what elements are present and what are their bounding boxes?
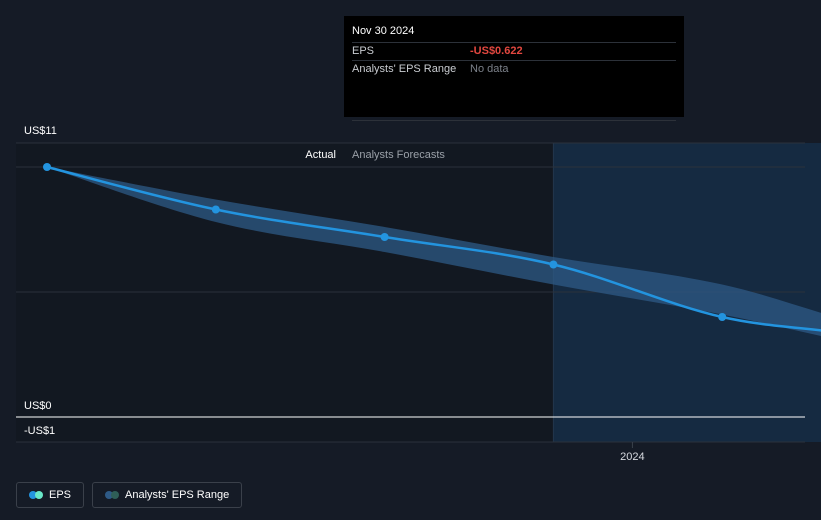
- forecast-region-label: Analysts Forecasts: [352, 149, 445, 161]
- eps-actual-point: [718, 313, 727, 321]
- tooltip-date: Nov 30 2024: [352, 25, 415, 37]
- eps-actual-point: [211, 205, 220, 214]
- legend-item-eps[interactable]: EPS: [16, 482, 85, 508]
- legend-eps-range-label: Analysts' EPS Range: [125, 489, 230, 501]
- tooltip-range-value: No data: [470, 63, 509, 75]
- tooltip-range-key: Analysts' EPS Range: [352, 63, 457, 75]
- eps-actual-point: [549, 260, 558, 269]
- y-axis-top-label: US$11: [24, 125, 57, 137]
- legend-item-eps-range[interactable]: Analysts' EPS Range: [92, 482, 243, 508]
- tooltip-panel: Nov 30 2024 EPS -US$0.622 Analysts' EPS …: [344, 16, 684, 121]
- tooltip-row-range: Analysts' EPS Range No data: [352, 60, 676, 78]
- eps-actual-point: [380, 233, 389, 241]
- x-tick-label: 2024: [620, 451, 644, 463]
- eps-actual-line: [46, 165, 821, 332]
- legend-eps-label: EPS: [49, 489, 72, 501]
- y-axis-neg-label: -US$1: [24, 425, 55, 437]
- eps-legend-icon: [29, 491, 43, 499]
- eps-chart: US$11 US$0 -US$1 Actual Analysts Forecas…: [16, 125, 821, 463]
- tooltip-row-eps: EPS -US$0.622: [352, 42, 676, 60]
- eps-range-band-actual: [47, 167, 821, 336]
- tooltip-eps-key: EPS: [352, 45, 375, 57]
- eps-range-legend-icon: [105, 491, 120, 499]
- actual-region-label: Actual: [305, 149, 336, 161]
- y-axis-zero-label: US$0: [24, 400, 52, 412]
- tooltip-divider: [352, 120, 676, 121]
- eps-actual-point: [43, 163, 51, 171]
- tooltip-eps-value: -US$0.622: [470, 45, 523, 57]
- legend: EPS Analysts' EPS Range: [16, 482, 243, 508]
